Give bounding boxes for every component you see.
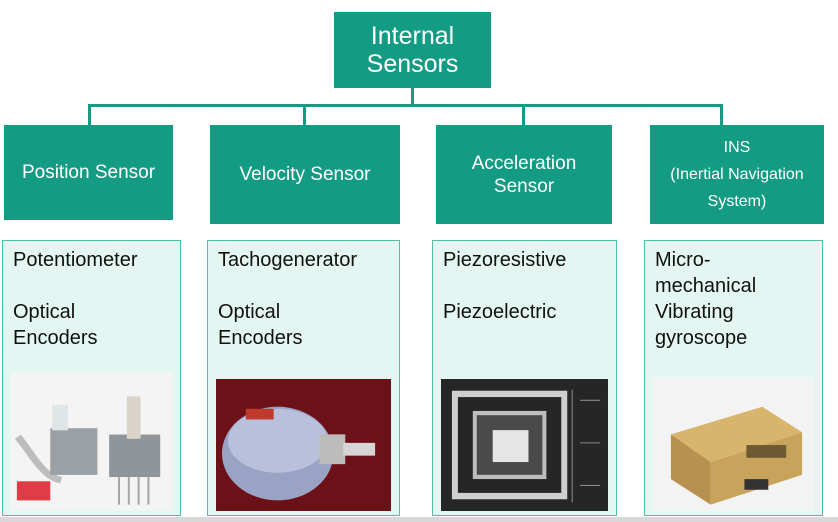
ins-title-line2: (Inertial Navigation <box>670 166 804 183</box>
tachogenerator-illustration <box>216 379 391 511</box>
panel-item: gyroscope <box>655 327 748 349</box>
acceleration-sensor-panel: Piezoresistive Piezoelectric <box>432 240 617 516</box>
panel-item: mechanical <box>655 275 757 297</box>
acceleration-sensor-title-line2: Sensor <box>493 175 555 197</box>
ins-title-line3: System) <box>707 193 767 210</box>
horizontal-connector <box>88 104 722 107</box>
panel-item: Piezoelectric <box>443 301 557 323</box>
panel-item: Potentiometer <box>13 249 138 271</box>
connector-velocity <box>303 104 306 125</box>
mems-accelerometer-photo <box>441 379 608 511</box>
root-title-line1: Internal <box>370 22 455 50</box>
ins-panel: Micro- mechanical Vibrating gyroscope <box>644 240 823 516</box>
panel-item: Micro- <box>655 249 711 271</box>
panel-item: Encoders <box>218 327 303 349</box>
connector-position <box>88 104 91 125</box>
velocity-sensor-panel: Tachogenerator Optical Encoders <box>207 240 400 516</box>
root-title-line2: Sensors <box>366 50 459 78</box>
internal-sensors-box: Internal Sensors <box>334 12 491 88</box>
panel-item: Piezoresistive <box>443 249 567 271</box>
acceleration-sensor-box: Acceleration Sensor <box>436 125 612 224</box>
ins-box: INS (Inertial Navigation System) <box>650 125 824 224</box>
panel-item: Optical <box>13 301 76 323</box>
panel-item: Optical <box>218 301 281 323</box>
position-sensor-panel: Potentiometer Optical Encoders <box>2 240 181 516</box>
acceleration-sensor-title-line1: Acceleration <box>471 152 577 174</box>
position-sensor-box: Position Sensor <box>4 125 173 220</box>
gyroscope-unit-photo <box>653 377 814 511</box>
bottom-bar <box>0 517 838 522</box>
velocity-sensor-box: Velocity Sensor <box>210 125 400 224</box>
gyroscope-illustration <box>653 377 814 511</box>
velocity-sensor-title: Velocity Sensor <box>239 164 371 185</box>
ins-title-line1: INS <box>723 139 751 156</box>
tachogenerator-photo <box>216 379 391 511</box>
connector-ins <box>720 104 723 125</box>
panel-item: Vibrating <box>655 301 734 323</box>
mems-illustration <box>441 379 608 511</box>
connector-acceleration <box>522 104 525 125</box>
root-connector-vertical <box>411 88 414 106</box>
position-sensor-title: Position Sensor <box>21 162 156 183</box>
potentiometer-and-encoder-photo <box>11 373 172 511</box>
potentiometer-illustration <box>11 373 172 511</box>
panel-item: Tachogenerator <box>218 249 357 271</box>
panel-item: Encoders <box>13 327 98 349</box>
